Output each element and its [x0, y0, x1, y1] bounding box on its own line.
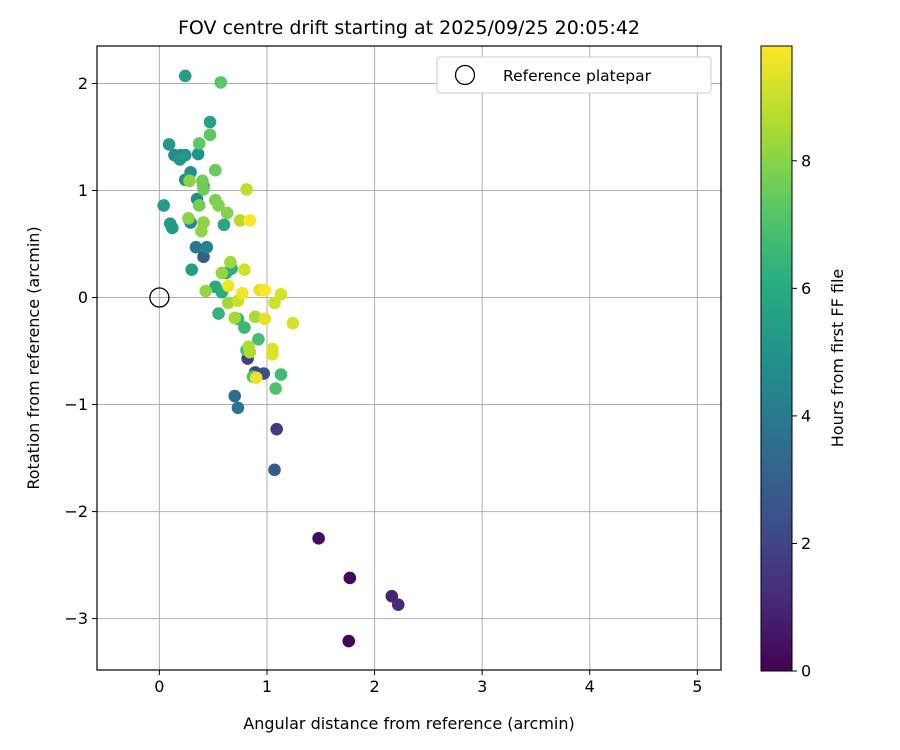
scatter-point — [157, 199, 171, 212]
scatter-point — [178, 69, 192, 83]
colorbar-gradient — [760, 45, 793, 672]
scatter-point — [183, 174, 196, 188]
reference-platepar-marker — [149, 287, 170, 308]
scatter-point — [191, 147, 205, 161]
colorbar-label: Hours from first FF file — [828, 269, 847, 448]
scatter-point — [235, 286, 249, 300]
scatter-point — [203, 128, 217, 142]
scatter-point — [212, 307, 225, 320]
scatter-point — [248, 310, 262, 324]
scatter-point — [228, 389, 242, 403]
x-tick-label: 2 — [369, 677, 379, 696]
scatter-point — [268, 463, 281, 477]
colorbar-tick-label: 6 — [801, 279, 811, 298]
y-tick-label: −1 — [64, 395, 88, 414]
scatter-point — [162, 138, 176, 151]
x-axis-label: Angular distance from reference (arcmin) — [243, 714, 574, 733]
scatter-point — [312, 532, 325, 545]
scatter-point — [238, 263, 251, 276]
y-tick-label: 1 — [78, 181, 88, 200]
scatter-point — [266, 347, 279, 361]
scatter-point — [203, 115, 217, 129]
colorbar-tick-label: 0 — [801, 662, 811, 681]
x-tick-label: 5 — [692, 677, 702, 696]
scatter-point — [238, 321, 251, 334]
scatter-point — [221, 279, 235, 293]
x-tick-label: 3 — [477, 677, 487, 696]
scatter-point — [199, 284, 212, 298]
legend-label: Reference platepar — [503, 67, 652, 85]
legend-box — [436, 56, 712, 94]
scatter-point — [243, 345, 257, 359]
x-tick-label: 1 — [262, 677, 272, 696]
scatter-point — [214, 76, 228, 89]
scatter-point — [274, 368, 288, 381]
scatter-point — [189, 240, 203, 254]
scatter-point — [342, 634, 356, 648]
colorbar: 0 2 4 6 8 Hours from first FF file — [760, 45, 847, 681]
axis-ticks: 0 1 2 3 4 5 −3 −2 −1 0 1 2 — [64, 74, 702, 696]
scatter-point — [258, 312, 272, 326]
colorbar-tick-label: 4 — [801, 406, 811, 425]
plot-frame — [96, 45, 722, 671]
scatter-point — [192, 137, 206, 150]
scatter-point — [182, 212, 195, 225]
scatter-point — [391, 598, 405, 612]
scatter-point — [252, 332, 265, 346]
scatter-point — [274, 288, 288, 301]
scatter-points — [149, 69, 405, 648]
scatter-point — [220, 206, 234, 220]
scatter-point — [217, 218, 231, 232]
scatter-point — [286, 316, 300, 330]
scatter-point — [195, 224, 208, 238]
scatter-point — [212, 199, 225, 212]
scatter-point — [228, 311, 242, 325]
scatter-point — [209, 163, 222, 177]
y-tick-label: 0 — [78, 288, 88, 307]
colorbar-ticks: 0 2 4 6 8 — [792, 151, 811, 681]
scatter-point — [268, 296, 281, 310]
scatter-point — [173, 153, 187, 166]
scatter-point — [233, 214, 247, 227]
scatter-point — [269, 382, 282, 395]
chart-title: FOV centre drift starting at 2025/09/25 … — [178, 17, 640, 39]
grid-lines — [97, 46, 721, 670]
scatter-point — [231, 401, 245, 415]
y-tick-label: −3 — [64, 609, 88, 628]
x-tick-label: 0 — [154, 677, 164, 696]
y-tick-label: 2 — [78, 74, 88, 93]
scatter-point — [385, 589, 399, 603]
scatter-point — [197, 250, 210, 264]
scatter-point — [163, 217, 177, 230]
scatter-point — [215, 266, 229, 280]
x-tick-label: 4 — [585, 677, 595, 696]
scatter-point — [343, 571, 357, 585]
scatter-point — [249, 371, 263, 385]
legend-marker-circle — [454, 64, 476, 86]
scatter-point — [192, 199, 206, 212]
scatter-point — [221, 296, 235, 310]
legend: Reference platepar — [436, 56, 712, 94]
scatter-point — [197, 183, 210, 196]
colorbar-tick-label: 8 — [801, 151, 811, 170]
colorbar-tick-label: 2 — [801, 534, 811, 553]
scatter-point — [200, 240, 214, 254]
y-axis-label: Rotation from reference (arcmin) — [24, 226, 43, 489]
scatter-point — [224, 255, 237, 269]
scatter-point — [240, 183, 253, 196]
scatter-point — [258, 283, 272, 297]
scatter-point — [270, 422, 283, 436]
scatter-point — [185, 263, 198, 276]
scatter-point — [243, 214, 257, 227]
y-tick-label: −2 — [64, 502, 88, 521]
